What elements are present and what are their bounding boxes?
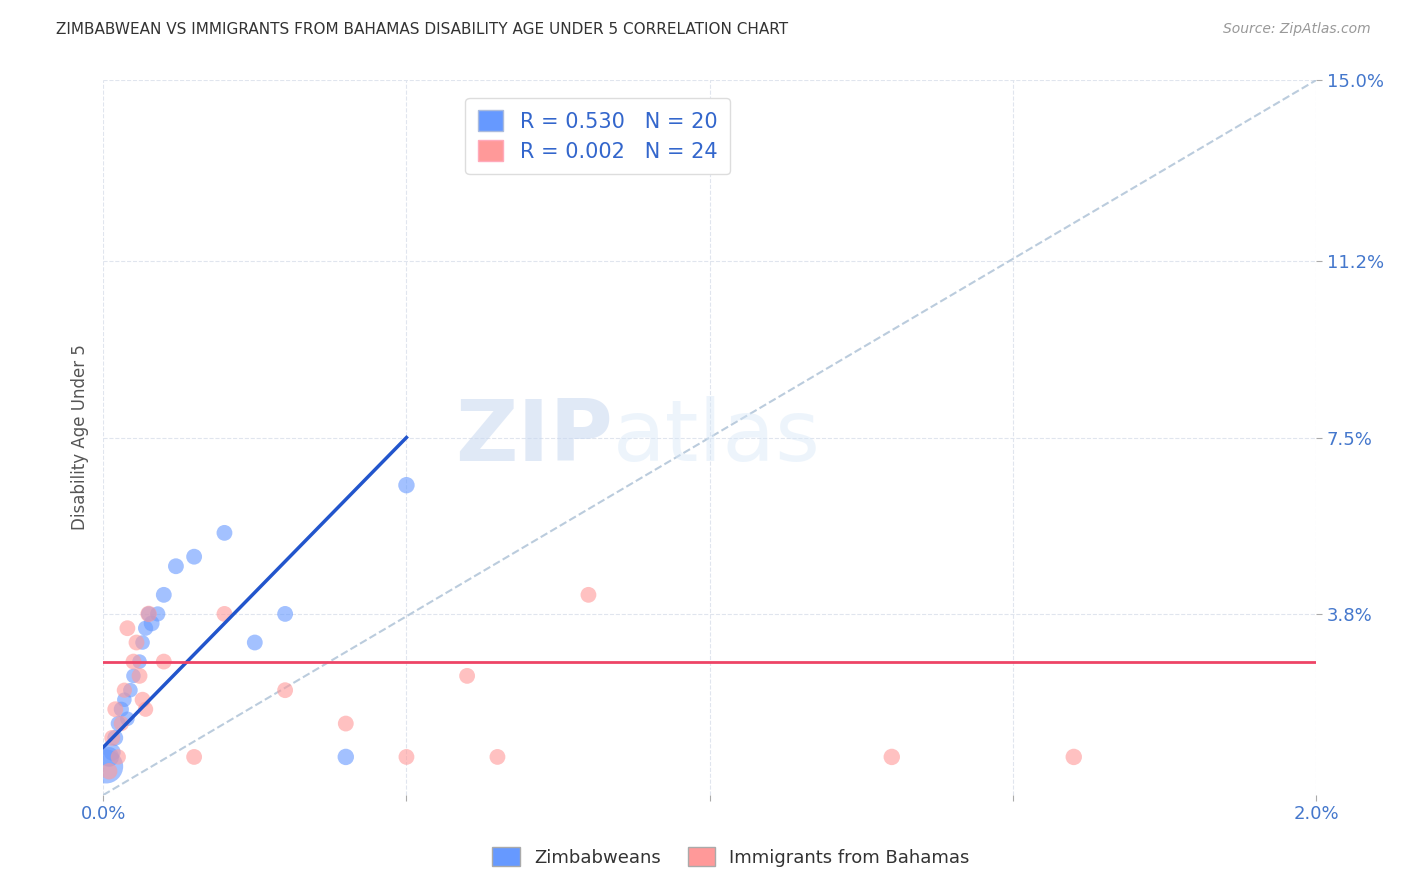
Point	[274, 683, 297, 698]
Point	[128, 669, 150, 683]
Point	[138, 607, 160, 621]
Point	[128, 655, 150, 669]
Point	[1063, 750, 1085, 764]
Point	[152, 588, 174, 602]
Point	[395, 750, 418, 764]
Point	[335, 716, 357, 731]
Point	[138, 607, 160, 621]
Point	[880, 750, 903, 764]
Text: ZIP: ZIP	[456, 396, 613, 479]
Text: atlas: atlas	[613, 396, 821, 479]
Point	[110, 716, 132, 731]
Point	[486, 750, 509, 764]
Point	[112, 683, 135, 698]
Legend: R = 0.530   N = 20, R = 0.002   N = 24: R = 0.530 N = 20, R = 0.002 N = 24	[465, 97, 730, 174]
Point	[101, 745, 124, 759]
Point	[214, 607, 236, 621]
Point	[165, 559, 187, 574]
Point	[104, 731, 127, 745]
Point	[112, 692, 135, 706]
Point	[120, 683, 142, 698]
Point	[101, 731, 124, 745]
Text: ZIMBABWEAN VS IMMIGRANTS FROM BAHAMAS DISABILITY AGE UNDER 5 CORRELATION CHART: ZIMBABWEAN VS IMMIGRANTS FROM BAHAMAS DI…	[56, 22, 789, 37]
Point	[183, 750, 205, 764]
Point	[98, 764, 121, 779]
Point	[395, 478, 418, 492]
Point	[152, 655, 174, 669]
Point	[125, 635, 148, 649]
Point	[107, 750, 129, 764]
Point	[131, 692, 153, 706]
Point	[98, 750, 121, 764]
Point	[135, 621, 157, 635]
Y-axis label: Disability Age Under 5: Disability Age Under 5	[72, 344, 89, 531]
Point	[141, 616, 163, 631]
Point	[96, 759, 118, 773]
Point	[243, 635, 266, 649]
Point	[274, 607, 297, 621]
Point	[578, 588, 600, 602]
Point	[131, 635, 153, 649]
Point	[214, 525, 236, 540]
Point	[183, 549, 205, 564]
Point	[110, 702, 132, 716]
Point	[456, 669, 478, 683]
Point	[122, 669, 145, 683]
Point	[104, 702, 127, 716]
Point	[146, 607, 169, 621]
Point	[117, 621, 139, 635]
Point	[117, 712, 139, 726]
Point	[335, 750, 357, 764]
Point	[107, 716, 129, 731]
Legend: Zimbabweans, Immigrants from Bahamas: Zimbabweans, Immigrants from Bahamas	[485, 840, 977, 874]
Text: Source: ZipAtlas.com: Source: ZipAtlas.com	[1223, 22, 1371, 37]
Point	[122, 655, 145, 669]
Point	[135, 702, 157, 716]
